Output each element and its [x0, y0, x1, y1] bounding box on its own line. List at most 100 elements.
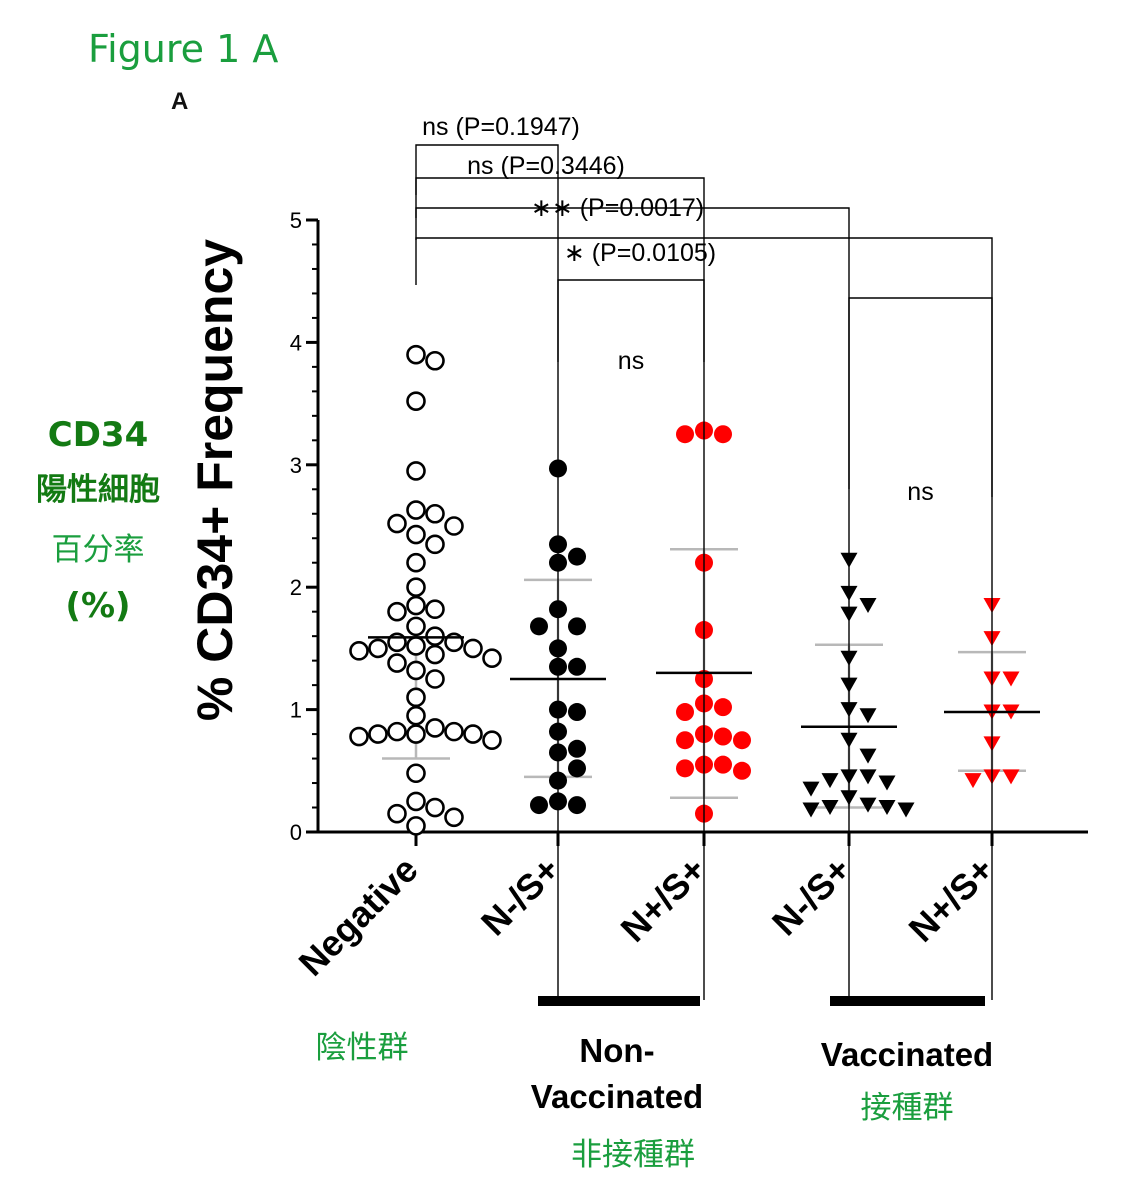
significance-label: ∗ (P=0.0105) — [564, 239, 716, 267]
significance-label: ∗∗ (P=0.0017) — [531, 194, 704, 222]
data-point — [387, 601, 407, 622]
data-point — [444, 721, 464, 742]
data-point — [676, 703, 694, 722]
data-point — [387, 721, 407, 742]
figure-title: Figure 1 A — [88, 27, 278, 71]
data-point — [368, 724, 388, 744]
data-point — [676, 759, 694, 778]
nonvaccinated-group-zh: 非接種群 — [571, 1137, 695, 1173]
annotation-line-3: 百分率 — [52, 532, 145, 568]
data-point — [406, 616, 426, 637]
data-point — [733, 731, 751, 750]
data-point — [568, 759, 586, 778]
significance-bracket — [557, 279, 705, 362]
panel-label: A — [171, 88, 188, 115]
y-axis-label: % CD34+ Frequency — [187, 239, 243, 721]
data-point — [878, 800, 896, 816]
data-point — [482, 648, 502, 668]
significance-bracket — [415, 237, 993, 1000]
data-point — [568, 796, 586, 815]
data-point — [387, 513, 407, 534]
significance-brackets: ns (P=0.1947) ns (P=0.3446) ∗∗ (P=0.0017) ∗… — [415, 113, 993, 1000]
significance-bracket — [415, 207, 850, 1000]
data-point — [676, 731, 694, 750]
data-point — [568, 547, 586, 566]
data-point — [821, 773, 839, 789]
data-point — [859, 769, 877, 785]
data-point — [387, 653, 407, 673]
data-point — [406, 552, 426, 573]
data-point — [482, 730, 502, 751]
data-point — [676, 425, 694, 444]
data-point — [406, 705, 426, 726]
data-point — [406, 816, 426, 836]
data-point — [568, 657, 586, 676]
significance-bracket — [848, 297, 993, 497]
data-point — [406, 724, 426, 744]
negative-group-zh: 陰性群 — [316, 1030, 409, 1066]
x-tick-labels: Negative N-/S+ N+/S+ N-/S+ N+/S+ — [291, 849, 1002, 984]
nonvaccinated-label-line-2: Vaccinated — [531, 1078, 703, 1115]
data-point — [349, 641, 369, 661]
data-point — [406, 500, 426, 520]
data-point — [568, 739, 586, 758]
data-point — [425, 534, 445, 555]
data-point — [406, 344, 426, 365]
annotation-line-2: 陽性細胞 — [36, 472, 160, 508]
data-point — [425, 350, 445, 371]
y-tick-label: 5 — [290, 208, 302, 233]
data-point — [406, 524, 426, 545]
data-point — [964, 773, 982, 789]
significance-bracket — [415, 177, 705, 1000]
data-point — [821, 800, 839, 816]
data-point — [897, 802, 915, 818]
data-point — [406, 577, 426, 598]
data-point — [568, 617, 586, 636]
data-point — [425, 644, 445, 665]
data-point — [859, 797, 877, 813]
data-point — [425, 718, 445, 738]
data-point — [859, 708, 877, 724]
data-point — [733, 761, 751, 780]
data-point — [425, 669, 445, 689]
data-point — [802, 781, 820, 797]
data-point — [530, 796, 548, 815]
data-point — [714, 727, 732, 746]
data-point — [802, 802, 820, 818]
data-point — [444, 807, 464, 828]
data-point — [406, 391, 426, 411]
significance-label: ns — [618, 347, 644, 375]
data-point — [406, 461, 426, 481]
data-point — [1002, 671, 1020, 687]
y-tick-label: 2 — [290, 575, 302, 600]
data-point — [406, 660, 426, 681]
data-point — [714, 698, 732, 717]
data-point — [349, 726, 369, 747]
x-category-label: N-/S+ — [764, 849, 859, 944]
data-point — [859, 598, 877, 614]
vaccinated-group-zh: 接種群 — [861, 1090, 954, 1126]
data-point — [406, 636, 426, 656]
annotation-line-1: CD34 — [48, 415, 149, 455]
annotation-line-4: (%) — [65, 586, 130, 626]
data-points — [349, 344, 1040, 836]
significance-label: ns (P=0.1947) — [422, 113, 580, 141]
data-point — [463, 638, 483, 659]
data-point — [425, 503, 445, 524]
data-point — [406, 687, 426, 708]
data-point — [714, 425, 732, 444]
significance-label: ns (P=0.3446) — [467, 152, 625, 180]
data-point — [368, 638, 388, 659]
data-point — [530, 617, 548, 636]
x-category-label: N+/S+ — [900, 849, 1001, 950]
data-point — [859, 748, 877, 764]
axes: 0 1 2 3 4 5 — [290, 208, 1088, 846]
data-point — [568, 703, 586, 722]
data-point — [406, 595, 426, 616]
data-point — [714, 755, 732, 774]
significance-label: ns — [907, 478, 933, 506]
y-tick-label: 0 — [290, 820, 302, 845]
data-point — [1002, 769, 1020, 785]
y-tick-label: 3 — [290, 453, 302, 478]
